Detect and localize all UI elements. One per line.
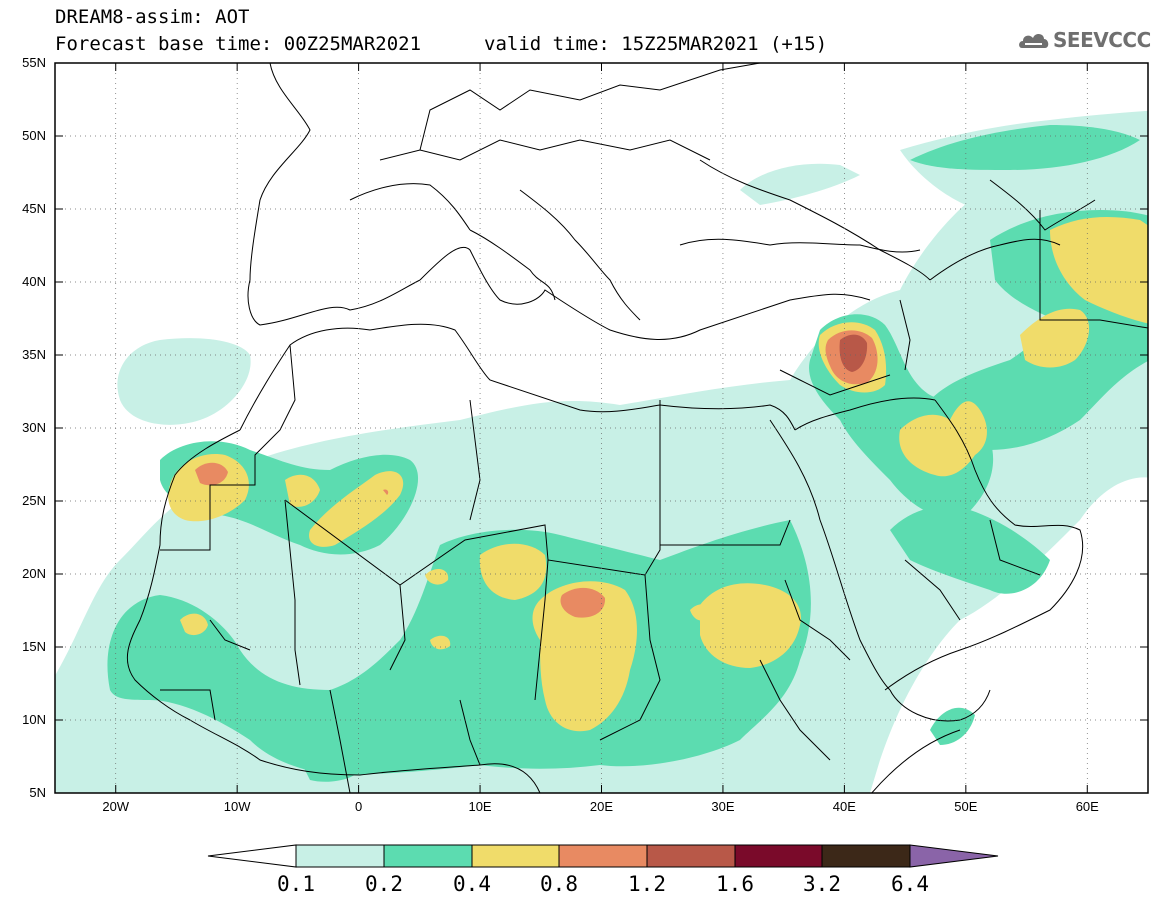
aot-level-1.2 <box>839 334 868 372</box>
latitude-label: 45N <box>22 201 46 216</box>
gridlines <box>55 63 1148 793</box>
latitude-label: 15N <box>22 639 46 654</box>
colorbar-label: 1.2 <box>628 872 666 896</box>
colorbar-label: 6.4 <box>891 872 929 896</box>
latitude-label: 30N <box>22 420 46 435</box>
coastlines-borders <box>126 63 1148 793</box>
latitude-label: 10N <box>22 712 46 727</box>
latitude-label: 5N <box>29 785 46 800</box>
colorbar-bin-3 <box>471 844 560 868</box>
colorbar <box>207 844 999 868</box>
colorbar-bin-5 <box>646 844 736 868</box>
latitude-label: 25N <box>22 493 46 508</box>
aot-level-0.4 <box>168 217 1148 732</box>
longitude-label: 40E <box>832 799 856 814</box>
colorbar-bin-4 <box>558 844 648 868</box>
longitude-label: 10E <box>468 799 492 814</box>
colorbar-bin-7 <box>821 844 911 868</box>
logo-text: SEEVCCC <box>1053 28 1151 52</box>
longitude-label: 50E <box>954 799 978 814</box>
colorbar-bin-1 <box>295 844 385 868</box>
colorbar-label: 1.6 <box>716 872 754 896</box>
colorbar-label: 0.8 <box>540 872 578 896</box>
latitude-label: 55N <box>22 55 46 70</box>
valid-time: valid time: 15Z25MAR2021 (+15) <box>484 33 828 55</box>
longitude-label: 20E <box>589 799 614 814</box>
colorbar-high-arrow <box>909 844 999 868</box>
colorbar-bin-6 <box>734 844 823 868</box>
latitude-label: 50N <box>22 128 46 143</box>
colorbar-bin-2 <box>383 844 473 868</box>
longitude-label: 60E <box>1075 799 1099 814</box>
longitude-label: 0 <box>354 799 363 814</box>
longitude-label: 20W <box>102 799 130 814</box>
aot-fields <box>55 110 1148 793</box>
colorbar-label: 3.2 <box>803 872 841 896</box>
latitude-label: 35N <box>22 347 46 362</box>
axis-ticks <box>55 62 1148 794</box>
longitude-label: 30E <box>711 799 735 814</box>
longitude-label: 10W <box>223 799 251 814</box>
latitude-label: 40N <box>22 274 46 289</box>
forecast-base-time: Forecast base time: 00Z25MAR2021 <box>55 33 422 55</box>
colorbar-label: 0.4 <box>453 872 491 896</box>
colorbar-label: 0.2 <box>365 872 403 896</box>
colorbar-low-arrow <box>207 844 297 868</box>
latitude-label: 20N <box>22 566 46 581</box>
seevccc-logo <box>1019 33 1049 48</box>
map-title: DREAM8-assim: AOT <box>55 6 250 28</box>
colorbar-label: 0.1 <box>277 872 315 896</box>
